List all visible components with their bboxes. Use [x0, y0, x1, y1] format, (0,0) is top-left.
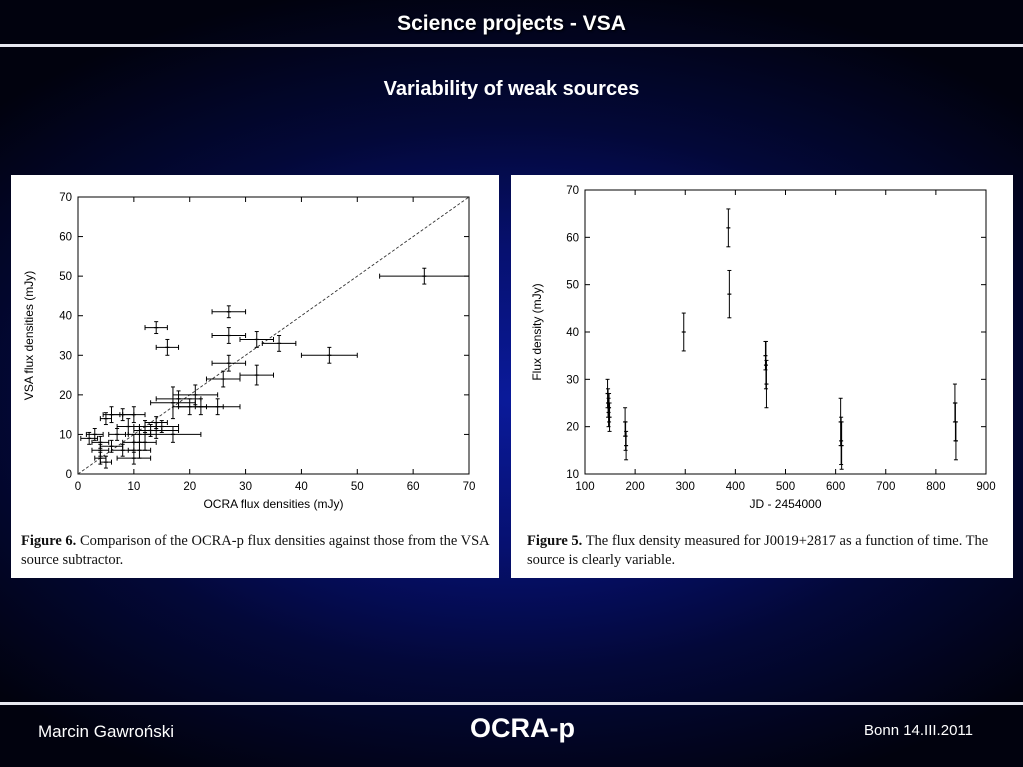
data-point — [211, 305, 247, 319]
figure-5-caption: Figure 5. The flux density measured for … — [527, 532, 1009, 570]
figure-5-panel: 100 200 300 400 500 600 700 800 900 10 20 30 40 50 60 7… — [511, 175, 1013, 578]
y-tick-label: 40 — [59, 311, 72, 323]
y-tick-label: 10 — [59, 429, 72, 441]
y-tick-label: 50 — [566, 280, 579, 292]
y-tick-label: 70 — [59, 192, 72, 204]
slide-title: Science projects - VSA — [397, 12, 626, 35]
data-point — [133, 422, 180, 439]
data-point — [624, 430, 629, 461]
data-point — [239, 331, 274, 348]
x-axis-label: OCRA flux densities (mJy) — [203, 497, 343, 511]
x-tick-label: 60 — [407, 481, 420, 493]
data-point — [953, 421, 958, 461]
data-point — [150, 386, 196, 420]
data-point — [300, 346, 358, 364]
scatter-comparison-chart: 0 10 20 30 40 50 60 70 0 10 20 30 40 50 60 70 OCRA flux … — [22, 192, 476, 511]
y-axis-label: Flux density (mJy) — [530, 283, 544, 380]
data-point — [681, 312, 686, 352]
data-point — [205, 370, 241, 388]
x-tick-label: 600 — [826, 481, 845, 493]
x-tick-label: 500 — [776, 481, 795, 493]
figure-6-caption: Figure 6. Comparison of the OCRA-p flux … — [21, 532, 491, 570]
figure-6-label: Figure 6. — [21, 533, 77, 549]
x-tick-label: 900 — [976, 481, 995, 493]
data-point — [764, 359, 769, 409]
y-tick-label: 40 — [566, 327, 579, 339]
slide-subtitle: Variability of weak sources — [383, 78, 640, 100]
y-tick-label: 10 — [566, 469, 579, 481]
reference-line — [77, 196, 470, 475]
data-point — [99, 455, 113, 469]
x-axis-label: JD - 2454000 — [749, 497, 821, 511]
x-tick-label: 700 — [876, 481, 895, 493]
y-tick-label: 70 — [566, 185, 579, 197]
y-tick-label: 60 — [566, 232, 579, 244]
plot-frame — [584, 189, 987, 475]
x-tick-label: 10 — [127, 481, 140, 493]
data-point — [155, 338, 180, 356]
data-point — [839, 421, 844, 470]
figure-6-text: Comparison of the OCRA-p flux densities … — [21, 533, 489, 568]
data-point — [726, 208, 731, 248]
x-tick-label: 0 — [75, 481, 81, 493]
data-point — [839, 416, 844, 466]
x-tick-label: 50 — [351, 481, 364, 493]
y-tick-label: 0 — [66, 469, 72, 481]
data-point — [211, 354, 247, 372]
x-tick-label: 100 — [575, 481, 594, 493]
data-point — [85, 427, 104, 441]
x-tick-label: 70 — [463, 481, 476, 493]
x-tick-label: 800 — [926, 481, 945, 493]
data-point — [144, 321, 168, 335]
data-point — [108, 427, 126, 441]
bottom-divider — [0, 702, 1023, 705]
author-name: Marcin Gawroński — [38, 722, 175, 741]
y-tick-label: 30 — [566, 374, 579, 386]
data-point — [127, 441, 152, 459]
data-point — [122, 406, 146, 424]
x-tick-label: 400 — [726, 481, 745, 493]
figure-6-panel: 0 10 20 30 40 50 60 70 0 10 20 30 40 50 60 70 OCRA flux … — [11, 175, 499, 578]
y-tick-label: 20 — [566, 422, 579, 434]
data-point — [763, 340, 768, 390]
top-divider — [0, 44, 1023, 47]
flux-vs-time-chart: 100 200 300 400 500 600 700 800 900 10 20 30 40 50 60 7… — [530, 185, 996, 511]
x-tick-label: 200 — [626, 481, 645, 493]
location-date: Bonn 14.III.2011 — [864, 722, 973, 739]
y-axis-label: VSA flux densities (mJy) — [22, 271, 36, 400]
data-point — [261, 335, 297, 352]
data-point — [172, 384, 219, 406]
data-point — [194, 398, 241, 416]
x-tick-label: 20 — [183, 481, 196, 493]
data-point — [727, 269, 732, 319]
plot-frame — [77, 196, 470, 475]
data-point — [607, 402, 612, 432]
y-tick-label: 20 — [59, 390, 72, 402]
project-name: OCRA-p — [470, 713, 575, 743]
y-tick-label: 60 — [59, 232, 72, 244]
y-tick-label: 30 — [59, 350, 72, 362]
data-point — [211, 327, 247, 344]
figure-5-text: The flux density measured for J0019+2817… — [527, 533, 989, 568]
data-point — [239, 364, 274, 386]
y-tick-label: 50 — [59, 271, 72, 283]
x-tick-label: 40 — [295, 481, 308, 493]
x-tick-label: 300 — [676, 481, 695, 493]
data-point — [116, 451, 152, 465]
figure-5-label: Figure 5. — [527, 533, 583, 549]
data-point — [144, 426, 202, 443]
x-tick-label: 30 — [239, 481, 252, 493]
data-point — [379, 267, 470, 285]
